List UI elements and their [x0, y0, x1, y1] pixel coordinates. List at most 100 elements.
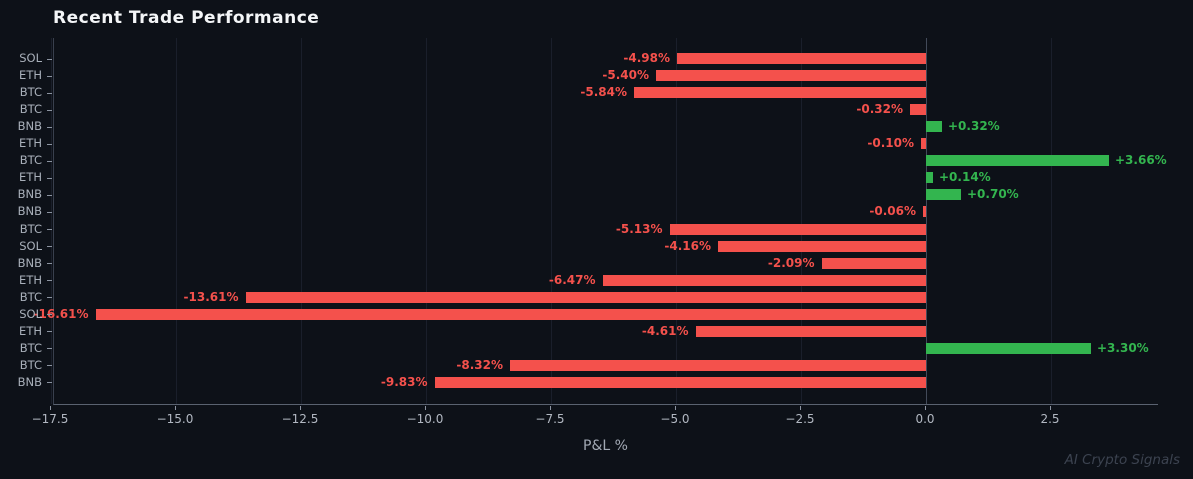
bar-bnb-4 — [926, 121, 942, 133]
y-tick-label: SOL — [19, 306, 42, 321]
bar-btc-18 — [510, 359, 926, 371]
gridline — [301, 38, 302, 404]
y-tick-label: ETH — [19, 323, 42, 338]
y-tick-label: BTC — [19, 357, 42, 372]
bar-eth-7 — [926, 172, 933, 184]
x-tick-label: 0.0 — [915, 412, 935, 426]
gridline — [676, 38, 677, 404]
bar-btc-10 — [669, 223, 926, 235]
y-tick-mark — [47, 109, 52, 111]
y-tick-label: BTC — [19, 153, 42, 168]
y-tick-mark — [47, 177, 52, 179]
x-tick-mark — [50, 406, 51, 410]
bar-value-label: +0.14% — [939, 170, 991, 185]
bar-btc-17 — [926, 342, 1091, 354]
y-tick-mark — [47, 160, 52, 162]
bar-value-label: -5.13% — [615, 221, 663, 236]
y-tick-mark — [47, 92, 52, 94]
bar-value-label: -2.09% — [767, 255, 815, 270]
y-tick-label: BTC — [19, 102, 42, 117]
y-tick-mark — [47, 194, 52, 196]
y-tick-mark — [47, 246, 52, 248]
y-tick-label: SOL — [19, 238, 42, 253]
bar-eth-16 — [695, 325, 926, 337]
y-tick-label: BTC — [19, 85, 42, 100]
plot-area: -4.98% -5.40% -5.84% -0.32% +0.32% -0.10% +3.6… — [34, 38, 1167, 405]
bar-value-label: +0.70% — [967, 187, 1019, 202]
bar-value-label: -13.61% — [183, 289, 239, 304]
gridline — [801, 38, 802, 404]
x-tick-mark — [925, 406, 926, 410]
y-tick-label: BNB — [17, 255, 42, 270]
x-tick-mark — [300, 406, 301, 410]
y-tick-label: BTC — [19, 289, 42, 304]
bar-btc-2 — [634, 87, 926, 99]
bar-value-label: -16.61% — [33, 306, 89, 321]
x-tick-label: −10.0 — [406, 412, 444, 426]
x-axis-label: P&L % — [583, 438, 628, 454]
y-tick-mark — [47, 365, 52, 367]
y-tick-label: BNB — [17, 374, 42, 389]
x-tick-label: −17.5 — [31, 412, 69, 426]
y-tick-mark — [47, 126, 52, 128]
watermark: AI Crypto Signals — [1064, 452, 1180, 468]
gridline — [551, 38, 552, 404]
gridline — [176, 38, 177, 404]
bar-sol-15 — [95, 308, 926, 320]
y-tick-mark — [47, 331, 52, 333]
y-tick-mark — [47, 382, 52, 384]
bar-eth-13 — [602, 274, 926, 286]
y-tick-label: ETH — [19, 272, 42, 287]
bar-value-label: -0.10% — [867, 136, 914, 151]
bar-btc-14 — [245, 291, 926, 303]
gridline — [426, 38, 427, 404]
x-tick-label: −12.5 — [281, 412, 319, 426]
x-tick-label: −7.5 — [535, 412, 565, 426]
x-tick-mark — [550, 406, 551, 410]
x-tick-label: 2.5 — [1040, 412, 1060, 426]
bar-value-label: -5.84% — [580, 85, 627, 100]
x-tick-label: −5.0 — [660, 412, 690, 426]
y-tick-label: BNB — [17, 119, 42, 134]
y-tick-mark — [47, 314, 52, 316]
y-tick-mark — [47, 280, 52, 282]
y-tick-label: ETH — [19, 170, 42, 185]
bar-value-label: +3.30% — [1097, 340, 1149, 355]
y-tick-label: BNB — [17, 187, 42, 202]
bar-value-label: -0.32% — [856, 102, 903, 117]
y-tick-label: BTC — [19, 221, 42, 236]
x-tick-mark — [425, 406, 426, 410]
y-tick-mark — [47, 229, 52, 230]
bar-value-label: +0.32% — [948, 119, 1000, 134]
bar-bnb-8 — [926, 189, 961, 201]
y-tick-mark — [47, 263, 52, 265]
x-tick-label: −2.5 — [785, 412, 815, 426]
x-tick-label: −15.0 — [156, 412, 194, 426]
y-tick-label: ETH — [19, 136, 42, 151]
x-tick-mark — [675, 406, 676, 410]
y-tick-label: BTC — [19, 340, 42, 355]
bar-sol-0 — [677, 53, 926, 64]
x-tick-mark — [1050, 406, 1051, 410]
bar-btc-3 — [910, 104, 926, 116]
gridline — [51, 38, 52, 404]
bar-value-label: +3.66% — [1115, 153, 1167, 168]
bar-value-label: -4.16% — [664, 238, 711, 253]
bar-value-label: -4.98% — [623, 51, 670, 65]
y-tick-mark — [47, 348, 52, 350]
bar-btc-6 — [926, 155, 1109, 167]
bar-bnb-9 — [923, 206, 926, 218]
bar-bnb-19 — [434, 376, 926, 388]
y-tick-mark — [47, 75, 52, 77]
x-tick-mark — [800, 406, 801, 410]
zero-gridline — [926, 38, 927, 404]
bar-eth-5 — [921, 138, 926, 150]
bar-bnb-12 — [821, 257, 926, 269]
bar-value-label: -0.06% — [869, 204, 916, 219]
y-tick-mark — [47, 143, 52, 145]
gridline — [1051, 38, 1052, 404]
bar-value-label: -4.61% — [641, 323, 689, 338]
y-tick-mark — [47, 297, 52, 299]
bar-value-label: -9.83% — [380, 374, 428, 389]
